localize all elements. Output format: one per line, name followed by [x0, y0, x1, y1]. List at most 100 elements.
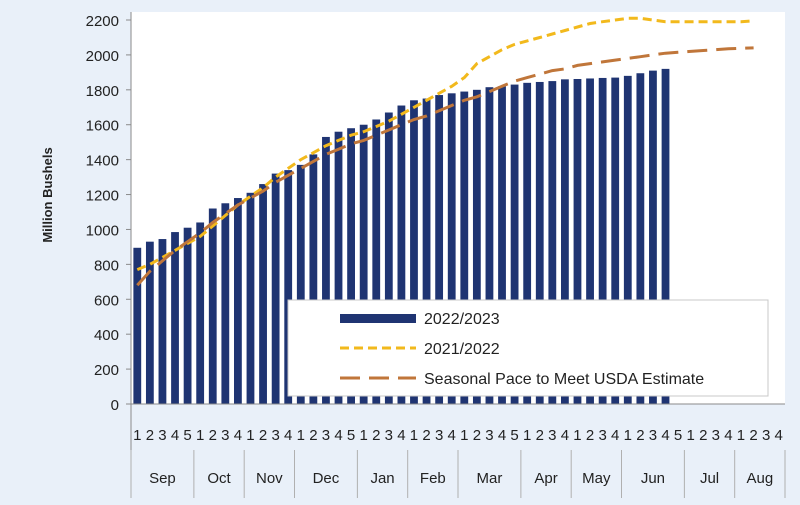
y-tick-label: 1200 — [86, 188, 119, 205]
x-week-label: 4 — [775, 427, 783, 444]
x-month-label: Apr — [534, 470, 557, 487]
x-week-label: 1 — [133, 427, 141, 444]
x-week-label: 4 — [284, 427, 292, 444]
legend-swatch — [340, 314, 416, 323]
x-week-label: 2 — [146, 427, 154, 444]
x-week-label: 2 — [536, 427, 544, 444]
x-week-label: 3 — [762, 427, 770, 444]
y-tick-label: 1400 — [86, 153, 119, 170]
bar — [309, 154, 318, 404]
bar — [145, 241, 154, 404]
bar — [271, 173, 280, 404]
x-week-label: 2 — [699, 427, 707, 444]
bar — [296, 164, 305, 404]
bar — [334, 131, 343, 404]
bar — [208, 208, 217, 404]
x-week-label: 5 — [510, 427, 518, 444]
bar — [410, 100, 418, 405]
bar — [347, 128, 355, 404]
x-week-label: 1 — [297, 427, 305, 444]
bar — [510, 84, 519, 404]
bar — [171, 232, 179, 404]
y-tick-label: 400 — [94, 327, 119, 344]
bar — [523, 82, 532, 404]
x-week-label: 1 — [737, 427, 745, 444]
bar — [498, 86, 506, 404]
bar — [372, 119, 381, 404]
x-week-label: 2 — [372, 427, 380, 444]
bar — [158, 239, 167, 404]
x-week-label: 2 — [309, 427, 317, 444]
x-week-label: 3 — [158, 427, 166, 444]
x-month-label: Aug — [746, 470, 773, 487]
x-month-label: Dec — [313, 470, 340, 487]
y-tick-label: 1000 — [86, 222, 119, 239]
x-week-label: 2 — [209, 427, 217, 444]
x-month-label: Oct — [207, 470, 231, 487]
x-week-label: 2 — [422, 427, 430, 444]
x-week-label: 3 — [649, 427, 657, 444]
bar — [447, 93, 456, 405]
bar — [661, 68, 670, 404]
x-week-label: 5 — [674, 427, 682, 444]
x-week-label: 1 — [460, 427, 468, 444]
x-week-label: 2 — [636, 427, 644, 444]
x-week-label: 4 — [661, 427, 669, 444]
bar — [485, 87, 494, 404]
bar — [359, 124, 368, 405]
x-week-label: 1 — [410, 427, 418, 444]
x-month-label: Jan — [370, 470, 394, 487]
x-week-label: 2 — [749, 427, 757, 444]
x-week-label: 4 — [234, 427, 242, 444]
x-week-label: 3 — [271, 427, 279, 444]
y-axis-title: Million Bushels — [40, 147, 55, 242]
bar — [586, 78, 594, 405]
y-tick-label: 0 — [111, 397, 119, 414]
bar — [397, 105, 406, 404]
bar — [422, 98, 431, 404]
bar — [573, 78, 582, 404]
x-week-label: 1 — [360, 427, 368, 444]
legend-label: 2021/2022 — [424, 341, 500, 358]
x-week-label: 3 — [385, 427, 393, 444]
bar — [561, 79, 569, 404]
x-month-label: Jul — [700, 470, 719, 487]
x-week-label: 1 — [246, 427, 254, 444]
bar — [649, 70, 657, 405]
legend-label: Seasonal Pace to Meet USDA Estimate — [424, 371, 704, 388]
x-month-label: May — [582, 470, 611, 487]
x-week-label: 4 — [611, 427, 619, 444]
x-week-label: 4 — [724, 427, 732, 444]
series-line — [136, 16, 754, 271]
y-tick-label: 1600 — [86, 118, 119, 135]
y-tick-label: 200 — [94, 362, 119, 379]
bar — [259, 184, 267, 404]
bar — [133, 247, 142, 404]
x-week-label: 3 — [221, 427, 229, 444]
x-week-label: 3 — [435, 427, 443, 444]
y-tick-label: 2000 — [86, 48, 119, 65]
bar — [246, 192, 255, 404]
bar — [472, 89, 481, 405]
x-week-label: 3 — [712, 427, 720, 444]
bar — [234, 198, 242, 404]
y-tick-label: 1800 — [86, 83, 119, 100]
x-week-label: 4 — [171, 427, 179, 444]
y-tick-label: 800 — [94, 257, 119, 274]
bar — [460, 91, 469, 405]
x-week-label: 2 — [586, 427, 594, 444]
x-week-label: 1 — [624, 427, 632, 444]
bar — [623, 75, 632, 404]
bar — [221, 203, 230, 404]
y-tick-label: 600 — [94, 292, 119, 309]
bar — [435, 95, 444, 405]
bar — [384, 112, 393, 404]
x-week-label: 5 — [347, 427, 355, 444]
x-month-label: Nov — [256, 470, 283, 487]
bar — [611, 77, 620, 404]
bar — [636, 73, 645, 405]
x-week-label: 3 — [322, 427, 330, 444]
x-month-label: Sep — [149, 470, 176, 487]
